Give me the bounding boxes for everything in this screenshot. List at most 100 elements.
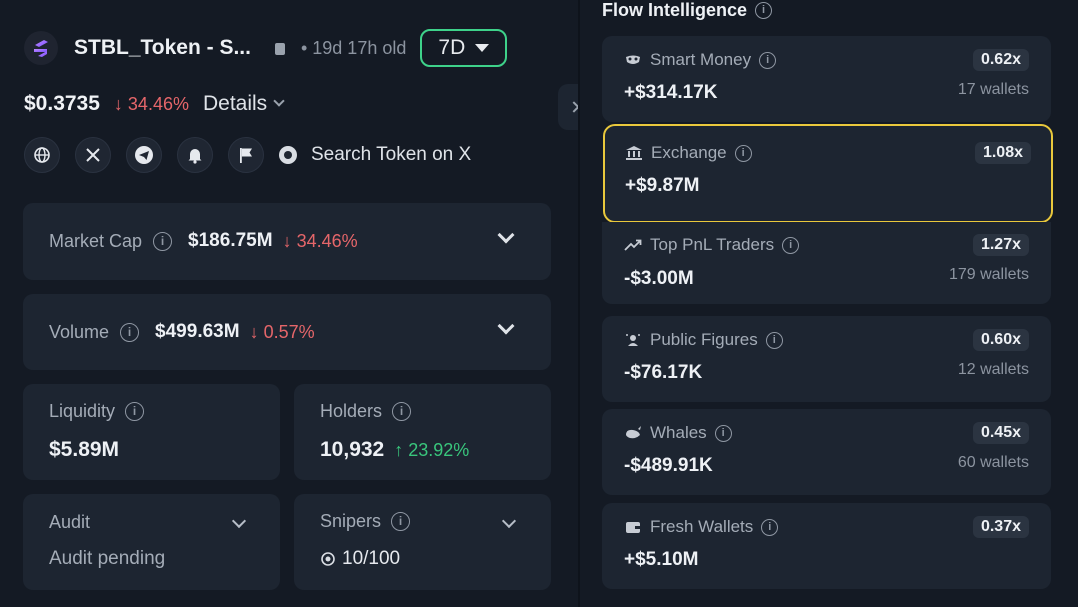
audit-label: Audit xyxy=(49,512,91,532)
time-range-value: 7D xyxy=(438,36,466,59)
caret-down-icon xyxy=(475,44,490,52)
flow-label: Smart Money xyxy=(650,50,752,69)
token-panel: STBL_Token - S... • 19d 17h old 7D $0.37… xyxy=(0,0,578,607)
wallet-count: 179 wallets xyxy=(948,266,1029,283)
search-token-on-x[interactable]: Search Token on X xyxy=(279,144,471,166)
multiplier-badge: 0.62x xyxy=(972,49,1029,71)
wallet-count: 60 wallets xyxy=(957,454,1029,471)
info-icon[interactable]: i xyxy=(734,144,752,162)
price-row: $0.3735 ↓ 34.46% Details xyxy=(24,90,285,118)
info-icon[interactable]: i xyxy=(761,518,779,536)
info-icon[interactable]: i xyxy=(392,402,412,421)
mask-icon xyxy=(624,52,642,68)
snipers-card[interactable]: Snipers i 10/100 xyxy=(294,494,551,590)
bank-icon xyxy=(625,145,643,161)
info-icon[interactable]: i xyxy=(153,231,173,251)
search-token-label: Search Token on X xyxy=(311,144,472,165)
flow-title: Flow Intelligence i xyxy=(602,0,773,21)
star-person-icon xyxy=(624,332,642,348)
volume-value: $499.63M xyxy=(155,321,240,342)
info-icon[interactable]: i xyxy=(759,51,777,69)
flow-card-top-pnl-traders[interactable]: Top PnL Traders i 1.27x -$3.00M 179 wall… xyxy=(602,222,1051,304)
holders-change: ↑ 23.92% xyxy=(394,439,470,460)
holders-card: Holders i 10,932 ↑ 23.92% xyxy=(294,384,551,480)
audit-status: Audit pending xyxy=(49,548,166,569)
bell-icon xyxy=(188,149,202,164)
holders-value: 10,932 xyxy=(320,438,385,461)
flow-title-text: Flow Intelligence xyxy=(602,0,748,20)
info-icon[interactable]: i xyxy=(755,2,773,19)
token-name[interactable]: STBL_Token - S... xyxy=(74,36,251,59)
flow-card-whales[interactable]: Whales i 0.45x -$489.91K 60 wallets xyxy=(602,409,1051,495)
chevron-down-icon[interactable] xyxy=(501,513,517,529)
multiplier-badge: 0.60x xyxy=(972,329,1029,351)
market-cap-card[interactable]: Market Cap i $186.75M ↓ 34.46% xyxy=(23,203,551,280)
social-links: Search Token on X xyxy=(24,137,471,173)
gear-icon xyxy=(279,146,297,164)
alert-button[interactable] xyxy=(177,137,213,173)
x-logo-icon xyxy=(86,148,100,162)
multiplier-badge: 1.27x xyxy=(972,234,1029,256)
info-icon[interactable]: i xyxy=(120,322,140,342)
market-cap-value: $186.75M xyxy=(188,230,273,251)
snipers-value: 10/100 xyxy=(342,548,401,569)
flag-button[interactable] xyxy=(228,137,264,173)
info-icon[interactable]: i xyxy=(125,402,145,421)
flag-icon xyxy=(240,148,252,163)
snipers-label: Snipers xyxy=(320,511,382,531)
flow-card-public-figures[interactable]: Public Figures i 0.60x -$76.17K 12 walle… xyxy=(602,316,1051,402)
whale-icon xyxy=(624,425,642,441)
flow-card-fresh-wallets[interactable]: Fresh Wallets i 0.37x +$5.10M xyxy=(602,503,1051,589)
flow-label: Fresh Wallets xyxy=(650,517,754,536)
info-icon[interactable]: i xyxy=(391,512,411,531)
token-price: $0.3735 xyxy=(24,92,100,115)
flow-intelligence-panel: Flow Intelligence i Smart Money i 0.62x … xyxy=(580,0,1078,607)
wallet-count: 12 wallets xyxy=(957,361,1029,378)
multiplier-badge: 0.37x xyxy=(972,516,1029,538)
flow-card-exchange[interactable]: Exchange i 1.08x +$9.87M xyxy=(603,124,1053,223)
info-icon[interactable]: i xyxy=(782,236,800,254)
price-change: ↓ 34.46% xyxy=(113,93,189,114)
volume-change: ↓ 0.57% xyxy=(249,321,315,342)
token-age: • 19d 17h old xyxy=(300,37,407,58)
x-button[interactable] xyxy=(75,137,111,173)
trend-up-icon xyxy=(624,237,642,253)
flow-card-smart-money[interactable]: Smart Money i 0.62x +$314.17K 17 wallets xyxy=(602,36,1051,122)
info-icon[interactable]: i xyxy=(714,424,732,442)
chevron-down-icon[interactable] xyxy=(273,95,285,107)
time-range-dropdown[interactable]: 7D xyxy=(420,29,508,67)
liquidity-card: Liquidity i $5.89M xyxy=(23,384,280,480)
chevron-down-icon[interactable] xyxy=(497,317,515,335)
flow-value: +$314.17K xyxy=(624,82,718,103)
flow-label: Top PnL Traders xyxy=(650,235,775,254)
flow-value: +$5.10M xyxy=(624,549,699,570)
flow-label: Whales xyxy=(650,423,707,442)
flow-value: -$76.17K xyxy=(624,362,703,383)
chevron-down-icon[interactable] xyxy=(497,226,515,244)
telegram-icon xyxy=(135,146,153,164)
liquidity-label: Liquidity xyxy=(49,401,116,421)
volume-card[interactable]: Volume i $499.63M ↓ 0.57% xyxy=(23,294,551,370)
liquidity-value: $5.89M xyxy=(49,438,120,461)
flow-value: +$9.87M xyxy=(625,175,700,196)
multiplier-badge: 1.08x xyxy=(974,142,1031,164)
stbl-logo-icon xyxy=(34,40,48,57)
panel-divider xyxy=(578,0,580,607)
flow-value: -$3.00M xyxy=(624,268,694,289)
flow-value: -$489.91K xyxy=(624,455,713,476)
wallet-count: 17 wallets xyxy=(957,81,1029,98)
copy-icon[interactable] xyxy=(274,41,287,56)
wallet-icon xyxy=(624,519,642,535)
info-icon[interactable]: i xyxy=(765,331,783,349)
telegram-button[interactable] xyxy=(126,137,162,173)
audit-card[interactable]: Audit Audit pending xyxy=(23,494,280,590)
website-button[interactable] xyxy=(24,137,60,173)
details-toggle[interactable]: Details xyxy=(202,92,268,115)
token-logo xyxy=(24,31,58,65)
chevron-down-icon[interactable] xyxy=(231,513,247,529)
market-cap-change: ↓ 34.46% xyxy=(282,230,358,251)
flow-label: Exchange xyxy=(651,143,727,162)
multiplier-badge: 0.45x xyxy=(972,422,1029,444)
flow-label: Public Figures xyxy=(650,330,758,349)
volume-label: Volume xyxy=(49,321,110,342)
